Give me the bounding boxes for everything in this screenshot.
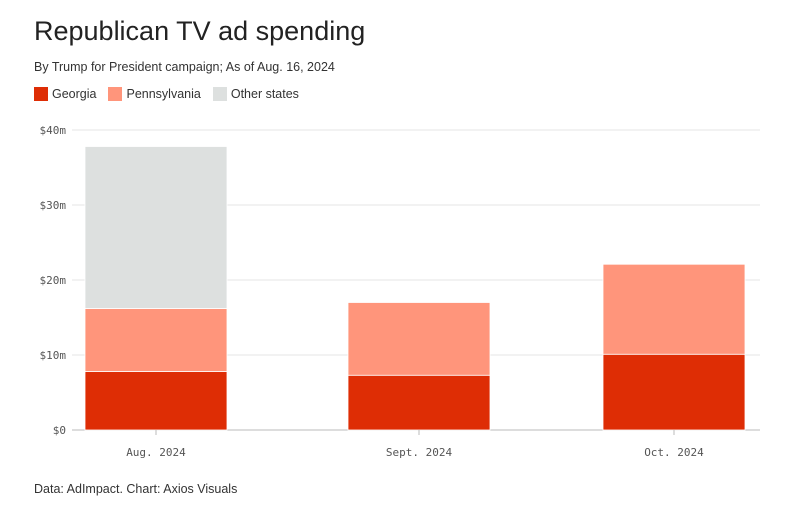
legend-swatch-pennsylvania — [108, 87, 123, 101]
legend-item-pennsylvania: Pennsylvania — [108, 87, 201, 101]
y-tick-label: $10m — [40, 349, 67, 362]
x-tick-label: Oct. 2024 — [644, 446, 704, 459]
y-tick-label: $30m — [40, 199, 67, 212]
chart-subtitle: By Trump for President campaign; As of A… — [34, 60, 335, 74]
bar-georgia-1 — [347, 374, 491, 431]
bar-pennsylvania-1 — [347, 302, 491, 376]
legend: Georgia Pennsylvania Other states — [34, 87, 311, 101]
legend-item-georgia: Georgia — [34, 87, 96, 101]
x-tick-label: Sept. 2024 — [386, 446, 453, 459]
source-note: Data: AdImpact. Chart: Axios Visuals — [34, 482, 238, 496]
chart-title: Republican TV ad spending — [34, 16, 366, 46]
bar-pennsylvania-0 — [84, 308, 228, 372]
y-tick-label: $40m — [40, 124, 67, 137]
bar-georgia-2 — [602, 353, 746, 431]
bar-georgia-0 — [84, 371, 228, 431]
x-tick-label: Aug. 2024 — [126, 446, 186, 459]
y-tick-label: $0 — [53, 424, 66, 437]
bar-pennsylvania-2 — [602, 263, 746, 355]
legend-swatch-other-states — [212, 87, 227, 101]
legend-swatch-georgia — [34, 87, 48, 101]
legend-label-georgia: Georgia — [52, 87, 97, 101]
legend-label-other-states: Other states — [230, 87, 299, 101]
y-tick-label: $20m — [40, 274, 67, 287]
legend-item-other-states: Other states — [212, 87, 299, 101]
legend-label-pennsylvania: Pennsylvania — [126, 87, 201, 101]
bar-other-states-0 — [84, 146, 228, 309]
